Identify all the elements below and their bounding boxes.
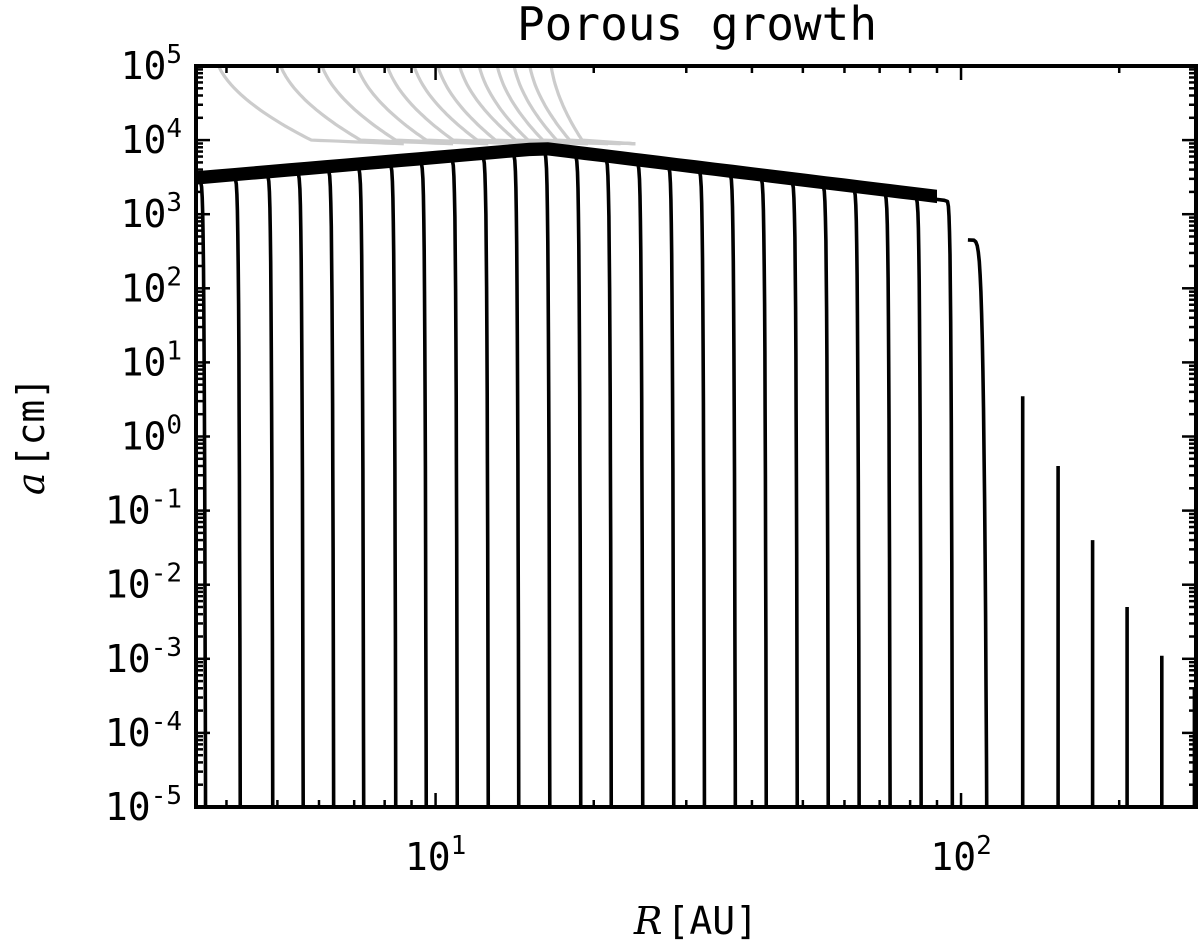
black-curve-4 [196,170,305,807]
plot-frame [194,64,1198,809]
black-curves [196,142,1196,807]
y-tick-base: 10 [105,563,151,607]
y-axis-label: a [cm] [9,377,53,495]
y-axis-variable: a [9,472,53,495]
x-tick-base: 10 [930,835,976,879]
y-tick-exponent: 1 [166,336,182,366]
axis-ticks [196,64,1196,809]
y-tick-base: 10 [105,785,151,829]
black-curve-19 [500,149,769,807]
y-tick-exponent: -2 [151,559,182,589]
y-tick-base: 10 [105,711,151,755]
y-tick-label: 10-4 [105,707,182,755]
y-tick-label: 10-2 [105,559,182,607]
black-curve-11 [253,152,521,807]
y-tick-base: 10 [121,266,167,310]
y-tick-label: 105 [121,40,182,88]
y-tick-base: 10 [105,637,151,681]
y-tick-base: 10 [105,489,151,533]
y-tick-label: 102 [121,262,182,310]
x-axis-variable: R [633,899,663,942]
black-curve-21 [562,151,831,807]
y-tick-label: 104 [121,114,182,162]
black-curve-10 [222,154,491,807]
y-tick-exponent: -5 [151,781,182,811]
x-tick-base: 10 [405,835,451,879]
y-tick-exponent: -3 [151,633,182,663]
y-tick-base: 10 [121,192,167,236]
gray-curves [216,66,636,146]
y-tick-label: 101 [121,336,182,384]
x-tick-label: 102 [930,831,991,879]
black-curve-6 [196,165,366,807]
x-tick-exponent: 2 [976,831,992,861]
y-tick-label: 10-1 [105,485,182,533]
y-tick-exponent: -1 [151,485,182,515]
y-tick-label: 100 [121,411,182,459]
gray-curve-1 [216,66,404,146]
black-curve-22 [593,155,861,807]
x-tick-exponent: 1 [451,831,467,861]
y-tick-base: 10 [121,118,167,162]
y-tick-label: 10-3 [105,633,182,681]
black-curve-17 [438,149,707,807]
black-curve-18 [469,149,738,807]
y-tick-exponent: 4 [166,114,182,144]
x-tick-label: 101 [405,831,466,879]
black-curve-20 [531,149,800,807]
black-curve-23 [624,159,892,807]
y-tick-exponent: 3 [166,188,182,218]
y-tick-exponent: -4 [151,707,182,737]
y-tick-base: 10 [121,44,167,88]
black-curve-26 [967,238,989,807]
black-curve-25 [686,167,955,807]
y-axis-unit: [cm] [9,377,53,469]
x-tick-labels: 101 102 [405,831,992,879]
y-tick-base: 10 [121,415,167,459]
black-curve-24 [655,163,923,807]
y-tick-label: 103 [121,188,182,236]
gray-curve-13 [549,66,636,146]
y-tick-exponent: 2 [166,262,182,292]
black-curve-9 [196,157,460,807]
black-curve-14 [345,149,614,807]
x-axis-unit: [AU] [667,899,759,942]
black-curve-5 [196,168,336,807]
gray-curve-2 [278,66,454,146]
y-tick-exponent: 0 [166,411,182,441]
black-curve-12 [284,149,552,807]
y-tick-base: 10 [121,340,167,384]
black-curve-16 [408,149,676,807]
black-curve-13 [315,149,583,807]
chart-title: Porous growth [517,0,877,51]
black-curve-15 [377,149,645,807]
plateau-envelope [196,142,937,204]
black-curve-8 [196,160,429,807]
y-tick-label: 10-5 [105,781,182,829]
x-axis-label: R [AU] [633,899,758,942]
black-curve-7 [196,162,398,807]
y-tick-exponent: 5 [166,40,182,70]
